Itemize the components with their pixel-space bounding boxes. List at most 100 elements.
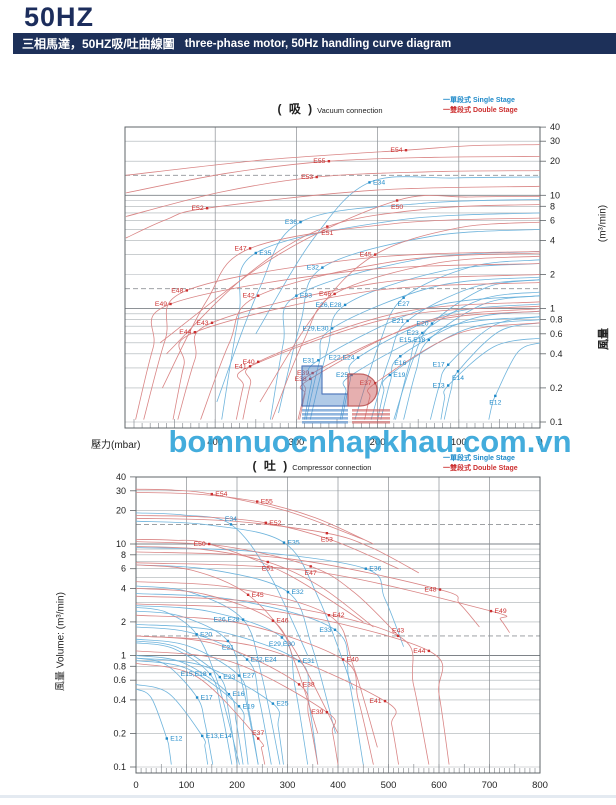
- svg-text:E15,E18: E15,E18: [399, 337, 425, 344]
- svg-text:20: 20: [116, 505, 126, 515]
- svg-text:E55: E55: [261, 499, 273, 506]
- svg-text:E20: E20: [200, 631, 212, 638]
- svg-text:E42: E42: [243, 293, 255, 300]
- svg-text:E45: E45: [360, 252, 372, 259]
- svg-text:E13,E14: E13,E14: [206, 733, 232, 740]
- svg-text:E52: E52: [269, 520, 281, 527]
- svg-text:E49: E49: [155, 301, 167, 308]
- svg-text:30: 30: [116, 486, 126, 496]
- svg-text:200: 200: [370, 437, 386, 448]
- svg-text:E15,E18: E15,E18: [181, 671, 207, 678]
- legend-single-stage: 一單段式 Single Stage: [443, 455, 515, 462]
- svg-text:E40: E40: [347, 657, 359, 664]
- svg-text:400: 400: [330, 780, 346, 791]
- svg-text:E37: E37: [252, 730, 264, 737]
- logo-letter-l-icon: [301, 365, 349, 424]
- svg-text:2: 2: [550, 270, 555, 280]
- page-title: 50HZ: [24, 2, 95, 32]
- site-watermark: bomnuocnhapkhau.com.vn: [168, 424, 572, 459]
- banner-text-zh: 三相馬達，50HZ吸/吐曲線圖: [22, 37, 175, 51]
- svg-text:8: 8: [121, 550, 126, 560]
- svg-text:E17: E17: [201, 695, 213, 702]
- svg-text:20: 20: [550, 156, 560, 166]
- page-footer-divider: [0, 795, 616, 798]
- svg-text:E50: E50: [194, 541, 206, 548]
- svg-text:E33: E33: [319, 627, 331, 634]
- svg-text:E16: E16: [394, 360, 406, 367]
- svg-text:0.6: 0.6: [113, 675, 126, 685]
- svg-text:6: 6: [550, 215, 555, 225]
- svg-text:4: 4: [550, 235, 555, 245]
- svg-text:E47: E47: [305, 570, 317, 577]
- svg-text:E22,E24: E22,E24: [329, 355, 355, 362]
- svg-text:0.6: 0.6: [550, 329, 563, 339]
- legend-single-stage: 一單段式 Single Stage: [443, 97, 515, 104]
- svg-text:E21: E21: [222, 645, 234, 652]
- svg-text:0: 0: [133, 780, 138, 791]
- svg-text:E20: E20: [416, 321, 428, 328]
- svg-text:40: 40: [550, 122, 560, 132]
- compressor-chart-title: ( 吐 ) Compressor connection: [252, 459, 372, 473]
- svg-text:0.2: 0.2: [550, 383, 563, 393]
- svg-text:300: 300: [288, 437, 304, 448]
- logo-letter-p-icon: [347, 373, 390, 424]
- svg-text:100: 100: [179, 780, 195, 791]
- svg-text:E33: E33: [300, 293, 312, 300]
- svg-text:E39: E39: [297, 370, 309, 377]
- vacuum-chart-legend: 一單段式 Single Stage 一雙段式 Double Stage: [443, 96, 518, 115]
- svg-text:600: 600: [431, 780, 447, 791]
- svg-text:E27: E27: [398, 301, 410, 308]
- svg-text:E43: E43: [392, 627, 404, 634]
- svg-text:8: 8: [550, 201, 555, 211]
- svg-text:E34: E34: [373, 179, 385, 186]
- svg-text:E53: E53: [321, 537, 333, 544]
- svg-text:0: 0: [537, 437, 542, 448]
- svg-text:800: 800: [532, 780, 548, 791]
- svg-text:0.1: 0.1: [550, 417, 563, 427]
- svg-text:E35: E35: [259, 250, 271, 257]
- svg-text:E39: E39: [311, 709, 323, 716]
- svg-text:E29,E30: E29,E30: [269, 641, 295, 648]
- compressor-chart-legend: 一單段式 Single Stage 一雙段式 Double Stage: [443, 454, 518, 473]
- svg-text:400: 400: [207, 437, 223, 448]
- svg-text:E53: E53: [301, 174, 313, 181]
- svg-text:0.1: 0.1: [113, 762, 126, 772]
- svg-text:E31: E31: [303, 357, 315, 364]
- vacuum-chart: 40 30 20 108 6 4 2 10.8 0.6 0.4 0.2 0.1 400 300 200 100…: [124, 122, 563, 448]
- svg-text:E37: E37: [360, 380, 372, 387]
- svg-text:E21: E21: [392, 318, 404, 325]
- svg-text:E23: E23: [407, 330, 419, 337]
- svg-text:E22,E24: E22,E24: [251, 657, 277, 664]
- svg-text:40: 40: [116, 472, 126, 482]
- svg-text:30: 30: [550, 136, 560, 146]
- svg-text:0.8: 0.8: [550, 315, 563, 325]
- svg-text:E46: E46: [276, 618, 288, 625]
- svg-text:E47: E47: [235, 245, 247, 252]
- svg-text:E51: E51: [321, 230, 333, 237]
- vacuum-chart-title: ( 吸 ) Vacuum connection: [277, 102, 383, 116]
- svg-text:0.8: 0.8: [113, 661, 126, 671]
- svg-text:E49: E49: [495, 608, 507, 615]
- svg-text:E25: E25: [276, 701, 288, 708]
- compressor-chart: 40 30 20 108 6 4 2 10.8 0.6 0.4 0.2 0.1 0 100 200 300 40…: [113, 472, 547, 791]
- svg-text:E17: E17: [433, 362, 445, 369]
- legend-double-stage: 一雙段式 Double Stage: [443, 106, 518, 114]
- svg-text:E38: E38: [303, 681, 315, 688]
- svg-text:2: 2: [121, 617, 126, 627]
- svg-text:E54: E54: [390, 147, 402, 154]
- svg-text:E32: E32: [292, 589, 304, 596]
- svg-text:E12: E12: [489, 399, 501, 406]
- svg-text:500: 500: [381, 780, 397, 791]
- svg-text:E50: E50: [391, 204, 403, 211]
- banner-text-en: three-phase motor, 50Hz handling curve d…: [184, 37, 452, 50]
- svg-text:E19: E19: [243, 703, 255, 710]
- svg-text:E44: E44: [179, 329, 191, 336]
- svg-text:4: 4: [121, 583, 126, 593]
- svg-text:300: 300: [280, 780, 296, 791]
- svg-text:E14: E14: [452, 375, 464, 382]
- svg-text:10: 10: [550, 190, 560, 200]
- svg-text:E27: E27: [243, 673, 255, 680]
- svg-text:E19: E19: [393, 372, 405, 379]
- svg-text:E38: E38: [295, 376, 307, 383]
